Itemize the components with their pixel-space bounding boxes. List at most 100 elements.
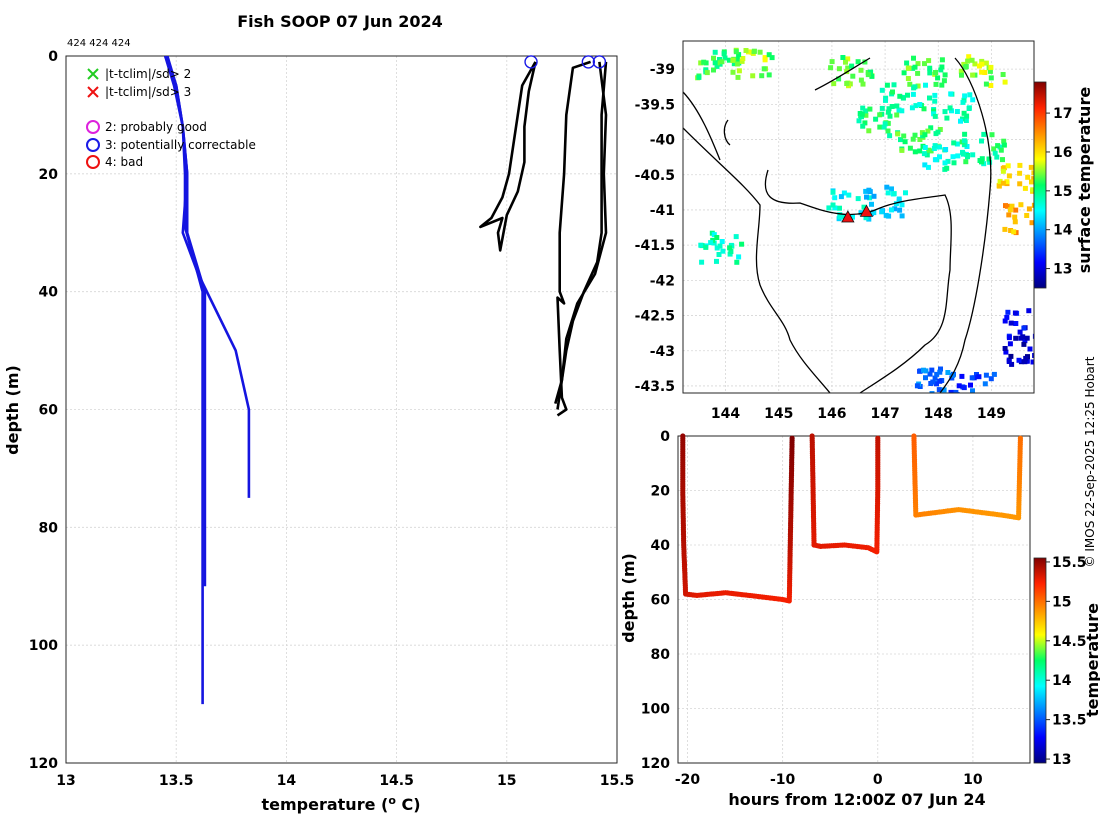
sst-pixel <box>963 64 969 69</box>
sst-pixel <box>937 369 943 375</box>
track-x-tick-label: -10 <box>770 772 796 788</box>
track-x-tick-label: 0 <box>873 772 883 788</box>
sst-pixel <box>734 259 740 265</box>
sst-pixel <box>865 72 871 78</box>
sst-pixel <box>1018 202 1024 208</box>
profile-x-tick-label: 15.5 <box>600 773 635 789</box>
coastline <box>683 57 992 393</box>
sst-pixel <box>979 156 985 162</box>
map-lat-tick-label: -43 <box>650 344 675 360</box>
sst-pixel <box>1017 329 1023 335</box>
sst-pixel <box>877 112 883 118</box>
sst-pixel <box>864 194 869 200</box>
sst-pixel <box>828 65 834 71</box>
sst-pixel <box>862 120 868 126</box>
sst-pixel <box>717 243 723 249</box>
sst-pixel <box>933 70 938 75</box>
track-colorbar-tick-label: 15.5 <box>1052 555 1087 571</box>
sst-pixel <box>896 198 902 204</box>
sst-pixel <box>1002 318 1008 324</box>
sst-pixel <box>898 137 903 143</box>
sst-pixel <box>947 105 953 111</box>
sst-pixel <box>1030 359 1034 365</box>
sst-pixel <box>871 193 877 199</box>
sst-pixel <box>965 58 971 64</box>
sst-pixel <box>944 115 950 121</box>
sst-pixel <box>757 49 763 55</box>
sst-pixel <box>942 109 948 115</box>
profile-y-label: depth (m) <box>3 365 22 455</box>
sst-pixel <box>716 252 722 257</box>
sst-pixel <box>862 59 868 65</box>
profile-series-line <box>163 56 251 498</box>
map-lon-tick-label: 146 <box>817 406 846 422</box>
sst-pixel <box>884 184 890 190</box>
sst-pixel <box>931 394 936 399</box>
sst-pixel <box>932 157 938 163</box>
sst-pixel <box>889 207 894 213</box>
map-lat-tick-label: -40 <box>650 133 676 149</box>
sst-pixel <box>719 239 725 244</box>
sst-pixel <box>728 249 734 254</box>
sst-pixel <box>921 106 927 112</box>
sst-pixel <box>931 146 937 151</box>
sst-pixel <box>979 159 984 165</box>
sst-pixel <box>933 81 939 87</box>
sst-pixel <box>961 142 967 148</box>
map-lon-tick-label: 145 <box>764 406 793 422</box>
profile-y-tick-label: 80 <box>39 520 59 536</box>
sst-pixel <box>988 83 994 88</box>
sst-pixel <box>850 73 856 79</box>
sst-pixel <box>949 375 955 381</box>
sst-pixel <box>1001 142 1007 148</box>
track-y-tick-label: 20 <box>651 484 671 500</box>
sst-pixel <box>917 102 923 107</box>
profile-series-line <box>479 61 537 252</box>
sst-pixel <box>736 68 742 74</box>
sst-pixel <box>871 210 877 216</box>
sst-pixel <box>1008 320 1014 326</box>
profile-ids: 424 424 424 <box>67 38 131 49</box>
track-y-tick-label: 120 <box>641 756 670 772</box>
sst-pixel <box>951 160 957 166</box>
sst-pixel <box>948 91 954 97</box>
credit-text: © IMOS 22-Sep-2025 12:25 Hobart <box>1083 356 1097 567</box>
sst-pixel <box>987 68 993 74</box>
profile-x-tick-label: 14.5 <box>379 773 414 789</box>
sst-pixel <box>886 106 892 112</box>
sst-pixel <box>1022 185 1028 191</box>
sst-pixel <box>905 92 910 98</box>
track-y-tick-label: 40 <box>651 538 671 554</box>
sst-pixel <box>979 396 984 401</box>
sst-pixel <box>921 151 927 157</box>
sst-pixel <box>1000 168 1006 174</box>
sst-pixel <box>994 154 1000 160</box>
sst-pixel <box>932 143 938 149</box>
sst-pixel <box>711 232 717 238</box>
sst-pixel <box>956 383 962 389</box>
track-axes-box <box>677 435 1031 764</box>
sst-pixel <box>936 387 942 393</box>
sst-pixel <box>1017 181 1023 187</box>
sst-pixel <box>995 143 1001 149</box>
sst-pixel <box>1005 309 1011 315</box>
track-colorbar-label: temperature <box>1083 603 1100 717</box>
sst-pixel <box>1004 314 1010 320</box>
sst-pixel <box>971 396 976 401</box>
sst-pixel <box>939 82 945 88</box>
sst-pixel <box>910 91 916 97</box>
sst-pixel <box>900 95 906 101</box>
sst-pixel <box>923 375 928 381</box>
sst-pixel <box>927 70 933 76</box>
sst-pixel <box>951 140 957 146</box>
sst-pixel <box>942 72 948 78</box>
sst-pixel <box>1045 314 1050 319</box>
sst-pixel <box>1005 163 1011 169</box>
sst-pixel <box>922 61 927 67</box>
sst-pixel <box>1007 341 1013 347</box>
sst-pixel <box>949 108 954 114</box>
sst-pixel <box>1001 165 1007 171</box>
sst-pixel <box>721 51 727 57</box>
sst-pixel <box>923 82 928 88</box>
sst-pixel <box>1023 355 1029 361</box>
